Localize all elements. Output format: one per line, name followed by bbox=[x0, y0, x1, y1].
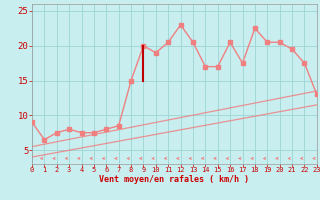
X-axis label: Vent moyen/en rafales ( km/h ): Vent moyen/en rafales ( km/h ) bbox=[100, 175, 249, 184]
